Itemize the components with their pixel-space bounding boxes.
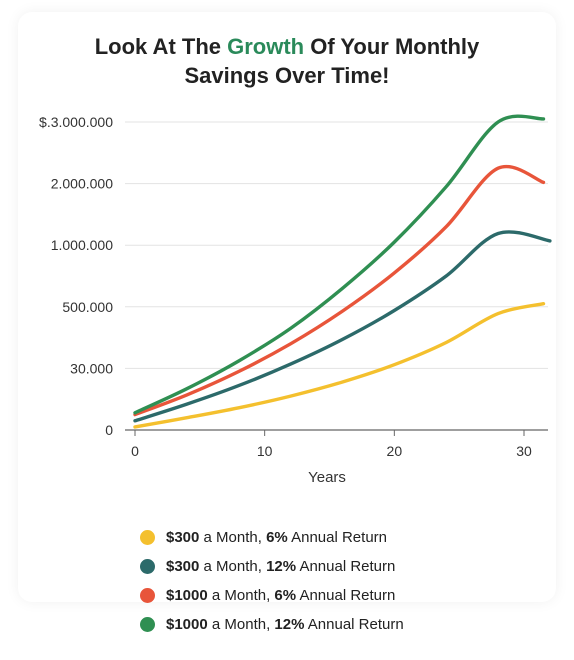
x-tick-label: 0	[131, 443, 139, 459]
line-chart: 0 30.000 500.000 1.000.000 2.000.000 $.3.000.…	[39, 114, 552, 486]
legend-item: $1000 a Month, 12% Annual Return	[140, 610, 560, 639]
legend-rate: 6%	[274, 587, 297, 604]
y-tick-label: 1.000.000	[51, 237, 113, 253]
legend-swatch	[140, 617, 155, 632]
legend-text: Annual Return	[296, 587, 396, 604]
legend-amount: $300	[166, 529, 200, 546]
x-tick-label: 30	[516, 443, 532, 459]
legend-amount: $1000	[166, 616, 208, 633]
legend-rate: 12%	[266, 558, 297, 575]
y-tick-label: 2.000.000	[51, 176, 113, 192]
legend-text: a Month,	[207, 616, 275, 633]
y-axis-ticks: 0 30.000 500.000 1.000.000 2.000.000 $.3.000.…	[39, 114, 113, 438]
legend-text: a Month,	[199, 529, 267, 546]
title-part-1: Look At The	[94, 34, 228, 59]
legend-swatch	[140, 530, 155, 545]
legend-item: $1000 a Month, 6% Annual Return	[140, 581, 560, 610]
legend-item: $300 a Month, 12% Annual Return	[140, 552, 560, 581]
legend-text: Annual Return	[304, 616, 404, 633]
x-axis-ticks: 0 10 20 30	[131, 430, 532, 459]
legend-item: $300 a Month, 6% Annual Return	[140, 523, 560, 552]
series-300-6pct-line	[133, 302, 546, 429]
legend-text: a Month,	[199, 558, 267, 575]
x-axis-label: Years	[308, 469, 346, 486]
legend-text: a Month,	[207, 587, 275, 604]
chart-title: Look At The Growth Of Your Monthly Savin…	[0, 32, 574, 90]
title-line-2: Savings Over Time!	[184, 63, 390, 88]
series-1000-12pct-line	[133, 114, 546, 415]
legend-text: Annual Return	[287, 529, 388, 546]
x-tick-label: 10	[257, 443, 273, 459]
legend-amount: $1000	[166, 587, 208, 604]
legend-text: Annual Return	[296, 558, 396, 575]
legend-rate: 12%	[274, 616, 305, 633]
legend-rate: 6%	[266, 529, 288, 546]
x-tick-label: 20	[387, 443, 403, 459]
y-tick-label: 500.000	[62, 299, 113, 315]
y-tick-label: 30.000	[70, 360, 113, 376]
y-tick-label: $.3.000.000	[39, 114, 113, 130]
title-highlight: Growth	[227, 34, 305, 59]
legend-swatch	[140, 559, 155, 574]
legend-amount: $300	[166, 558, 200, 575]
y-tick-label: 0	[105, 422, 113, 438]
title-part-2: Of Your Monthly	[304, 34, 480, 59]
series-1000-6pct-line	[133, 164, 546, 417]
legend-swatch	[140, 588, 155, 603]
series-300-12pct-line	[133, 230, 552, 423]
legend: $300 a Month, 6% Annual Return $300 a Mon…	[140, 523, 560, 639]
series-lines	[133, 114, 552, 429]
